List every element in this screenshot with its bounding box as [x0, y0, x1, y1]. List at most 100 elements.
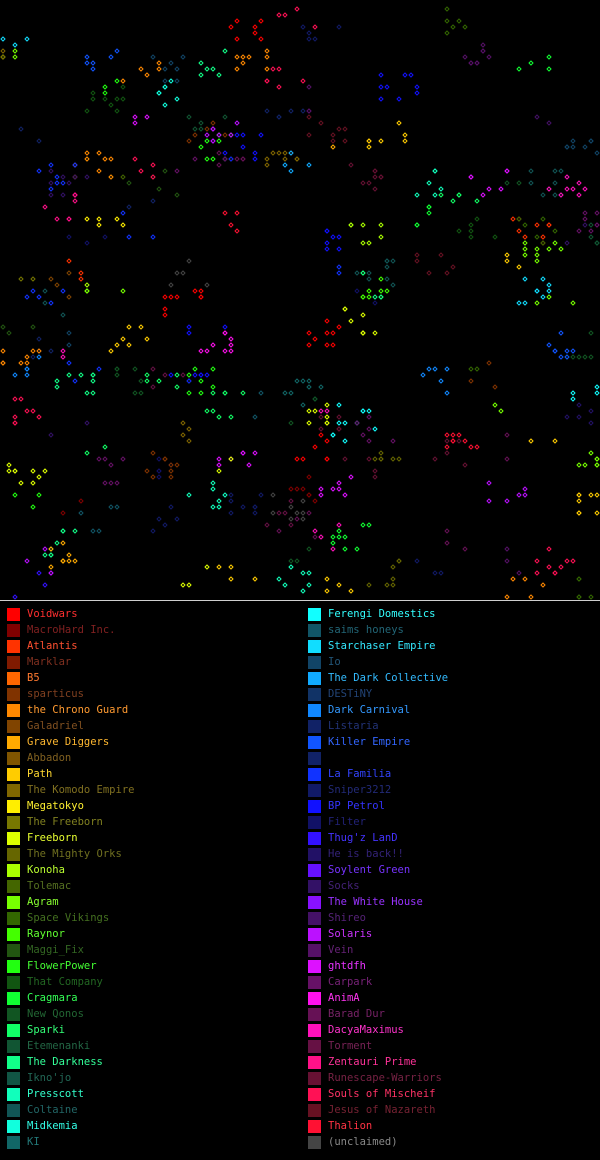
territory-marker-icon [438, 252, 444, 258]
territory-marker-icon [234, 156, 240, 162]
territory-marker-icon [132, 390, 138, 396]
faction-color-swatch [7, 703, 20, 717]
territory-marker-icon [156, 90, 162, 96]
territory-marker-icon [366, 582, 372, 588]
territory-marker-icon [288, 564, 294, 570]
legend-entry: The Freeborn [7, 814, 297, 830]
territory-marker-icon [12, 54, 18, 60]
territory-marker-icon [312, 396, 318, 402]
territory-marker-icon [468, 378, 474, 384]
territory-marker-icon [90, 96, 96, 102]
territory-marker-icon [168, 372, 174, 378]
faction-name: Carpark [328, 976, 373, 988]
territory-marker-icon [144, 336, 150, 342]
territory-marker-icon [30, 408, 36, 414]
territory-marker-icon [570, 396, 576, 402]
territory-marker-icon [330, 234, 336, 240]
territory-marker-icon [480, 42, 486, 48]
territory-marker-icon [24, 354, 30, 360]
territory-marker-icon [330, 342, 336, 348]
legend-entry: Thug'z LanD [308, 830, 598, 846]
territory-marker-icon [546, 294, 552, 300]
territory-marker-icon [582, 186, 588, 192]
territory-marker-icon [168, 474, 174, 480]
legend-entry: MacroHard Inc. [7, 622, 297, 638]
territory-marker-icon [228, 492, 234, 498]
territory-marker-icon [570, 300, 576, 306]
territory-marker-icon [216, 504, 222, 510]
territory-marker-icon [534, 570, 540, 576]
territory-marker-icon [516, 300, 522, 306]
territory-marker-icon [534, 234, 540, 240]
territory-marker-icon [336, 426, 342, 432]
territory-marker-icon [300, 516, 306, 522]
territory-marker-icon [300, 498, 306, 504]
territory-marker-icon [300, 588, 306, 594]
territory-marker-icon [228, 510, 234, 516]
territory-marker-icon [366, 426, 372, 432]
territory-marker-icon [576, 402, 582, 408]
legend-entry: Socks [308, 878, 598, 894]
territory-marker-icon [432, 168, 438, 174]
territory-marker-icon [288, 558, 294, 564]
territory-marker-icon [120, 96, 126, 102]
faction-name: Shireo [328, 912, 366, 924]
territory-marker-icon [318, 408, 324, 414]
territory-marker-icon [126, 234, 132, 240]
territory-marker-icon [582, 210, 588, 216]
territory-marker-icon [66, 330, 72, 336]
territory-marker-icon [306, 162, 312, 168]
territory-marker-icon [558, 564, 564, 570]
territory-marker-icon [504, 456, 510, 462]
territory-marker-icon [378, 288, 384, 294]
faction-color-swatch [308, 799, 321, 813]
territory-marker-icon [60, 288, 66, 294]
territory-marker-icon [540, 234, 546, 240]
territory-marker-icon [18, 396, 24, 402]
territory-marker-icon [150, 450, 156, 456]
territory-marker-icon [84, 390, 90, 396]
territory-marker-icon [444, 366, 450, 372]
faction-color-swatch [308, 1103, 321, 1117]
territory-marker-icon [234, 66, 240, 72]
territory-marker-icon [504, 594, 510, 600]
faction-color-swatch [7, 719, 20, 733]
legend-entry: Agram [7, 894, 297, 910]
territory-marker-icon [444, 18, 450, 24]
faction-color-swatch [308, 1087, 321, 1101]
territory-marker-icon [72, 162, 78, 168]
legend-entry: Sparki [7, 1022, 297, 1038]
territory-marker-icon [96, 456, 102, 462]
territory-marker-icon [450, 198, 456, 204]
faction-color-swatch [308, 1039, 321, 1053]
territory-marker-icon [198, 60, 204, 66]
faction-color-swatch [308, 607, 321, 621]
territory-marker-icon [108, 348, 114, 354]
territory-marker-icon [210, 120, 216, 126]
territory-marker-icon [18, 360, 24, 366]
territory-marker-icon [216, 132, 222, 138]
territory-marker-icon [24, 366, 30, 372]
legend-entry: ghtdfh [308, 958, 598, 974]
territory-marker-icon [594, 240, 600, 246]
territory-marker-icon [222, 348, 228, 354]
territory-marker-icon [234, 18, 240, 24]
territory-marker-icon [66, 372, 72, 378]
territory-marker-icon [282, 156, 288, 162]
territory-marker-icon [78, 498, 84, 504]
territory-marker-icon [276, 510, 282, 516]
territory-marker-icon [402, 72, 408, 78]
faction-color-swatch [7, 1135, 20, 1149]
legend-entry: Filter [308, 814, 598, 830]
territory-marker-icon [240, 144, 246, 150]
territory-marker-icon [360, 312, 366, 318]
territory-marker-icon [162, 78, 168, 84]
territory-marker-icon [516, 216, 522, 222]
territory-marker-icon [138, 324, 144, 330]
territory-marker-icon [504, 252, 510, 258]
territory-marker-icon [336, 24, 342, 30]
territory-marker-icon [504, 258, 510, 264]
territory-marker-icon [306, 84, 312, 90]
legend-entry: Konoha [7, 862, 297, 878]
legend-entry: Runescape-Warriors [308, 1070, 598, 1086]
